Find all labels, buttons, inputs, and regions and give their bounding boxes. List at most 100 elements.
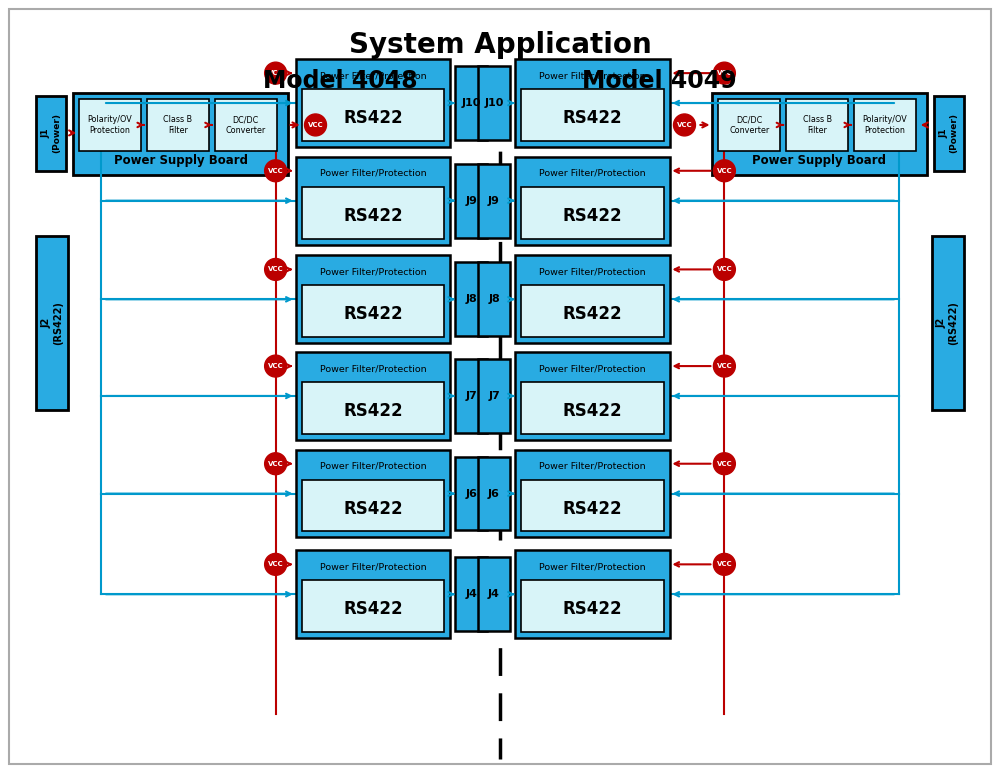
Text: J10: J10	[461, 98, 481, 108]
Bar	[455, 359, 487, 433]
Text: RS422: RS422	[562, 402, 622, 420]
Bar	[478, 263, 510, 336]
Circle shape	[713, 62, 735, 84]
Text: Power Filter/Protection: Power Filter/Protection	[320, 461, 426, 471]
Bar	[36, 236, 68, 410]
Bar	[302, 285, 444, 337]
Text: VCC: VCC	[717, 267, 732, 272]
Text: VCC: VCC	[268, 267, 283, 272]
Text: RS422: RS422	[343, 600, 403, 618]
Text: RS422: RS422	[343, 206, 403, 225]
Bar	[79, 99, 141, 151]
Bar	[296, 60, 450, 147]
Bar	[786, 99, 848, 151]
Bar	[296, 450, 450, 537]
Bar	[515, 60, 670, 147]
Circle shape	[265, 453, 287, 475]
Text: RS422: RS422	[562, 305, 622, 323]
Text: J2
(RS422): J2 (RS422)	[41, 301, 63, 345]
Bar	[36, 96, 66, 171]
Circle shape	[713, 355, 735, 377]
Text: VCC: VCC	[268, 561, 283, 567]
Text: VCC: VCC	[717, 561, 732, 567]
Circle shape	[713, 453, 735, 475]
Text: Class B
Filter: Class B Filter	[803, 115, 832, 135]
Text: VCC: VCC	[717, 461, 732, 467]
Bar	[478, 164, 510, 237]
Text: J4: J4	[488, 589, 500, 599]
Circle shape	[265, 553, 287, 575]
Text: Power Filter/Protection: Power Filter/Protection	[320, 71, 426, 80]
Text: J4: J4	[465, 589, 477, 599]
Text: RS422: RS422	[562, 109, 622, 127]
Text: RS422: RS422	[562, 206, 622, 225]
Bar	[296, 255, 450, 343]
Text: VCC: VCC	[717, 168, 732, 174]
Circle shape	[265, 258, 287, 281]
Bar	[712, 93, 927, 175]
Text: J10: J10	[484, 98, 504, 108]
Text: J8: J8	[465, 295, 477, 305]
Text: Power Filter/Protection: Power Filter/Protection	[320, 267, 426, 277]
Text: Power Filter/Protection: Power Filter/Protection	[539, 267, 646, 277]
Text: VCC: VCC	[268, 461, 283, 467]
Text: Model 4049: Model 4049	[582, 69, 737, 93]
Text: Polarity/OV
Protection: Polarity/OV Protection	[88, 115, 132, 135]
Bar	[521, 581, 664, 632]
Text: VCC: VCC	[677, 122, 692, 128]
Text: RS422: RS422	[562, 499, 622, 518]
Text: Power Supply Board: Power Supply Board	[752, 154, 886, 167]
Text: Polarity/OV
Protection: Polarity/OV Protection	[863, 115, 907, 135]
Text: RS422: RS422	[343, 305, 403, 323]
Text: Power Filter/Protection: Power Filter/Protection	[320, 364, 426, 373]
Text: VCC: VCC	[717, 363, 732, 369]
Text: J6: J6	[465, 489, 477, 499]
Bar	[718, 99, 780, 151]
Bar	[515, 255, 670, 343]
Text: RS422: RS422	[562, 600, 622, 618]
Text: RS422: RS422	[343, 109, 403, 127]
Text: Class B
Filter: Class B Filter	[163, 115, 192, 135]
Bar	[515, 450, 670, 537]
Text: Power Filter/Protection: Power Filter/Protection	[539, 563, 646, 571]
Bar	[455, 557, 487, 631]
Bar	[296, 352, 450, 440]
Text: J7: J7	[488, 391, 500, 401]
Circle shape	[265, 62, 287, 84]
Bar	[521, 89, 664, 141]
Text: Power Filter/Protection: Power Filter/Protection	[539, 71, 646, 80]
Bar	[73, 93, 288, 175]
Bar	[296, 550, 450, 638]
Circle shape	[305, 114, 326, 136]
Text: Model 4048: Model 4048	[263, 69, 418, 93]
Bar	[455, 457, 487, 530]
Circle shape	[265, 355, 287, 377]
Text: J8: J8	[488, 295, 500, 305]
Text: DC/DC
Converter: DC/DC Converter	[729, 115, 769, 135]
Text: DC/DC
Converter: DC/DC Converter	[226, 115, 266, 135]
Text: VCC: VCC	[268, 70, 283, 76]
Bar	[302, 187, 444, 239]
Bar	[302, 382, 444, 434]
Text: RS422: RS422	[343, 402, 403, 420]
Bar	[478, 457, 510, 530]
Text: Power Filter/Protection: Power Filter/Protection	[320, 563, 426, 571]
Circle shape	[674, 114, 695, 136]
Text: VCC: VCC	[308, 122, 323, 128]
Bar	[932, 236, 964, 410]
Bar	[302, 480, 444, 532]
Text: J1
(Power): J1 (Power)	[42, 113, 61, 153]
Bar	[455, 66, 487, 140]
Bar	[515, 352, 670, 440]
Bar	[302, 581, 444, 632]
Bar	[521, 480, 664, 532]
Text: System Application: System Application	[349, 31, 651, 60]
Bar	[478, 359, 510, 433]
Bar	[455, 164, 487, 237]
Circle shape	[713, 258, 735, 281]
Text: Power Filter/Protection: Power Filter/Protection	[320, 169, 426, 178]
Text: J9: J9	[488, 196, 500, 206]
Bar	[521, 382, 664, 434]
Bar	[147, 99, 209, 151]
Bar	[515, 157, 670, 244]
